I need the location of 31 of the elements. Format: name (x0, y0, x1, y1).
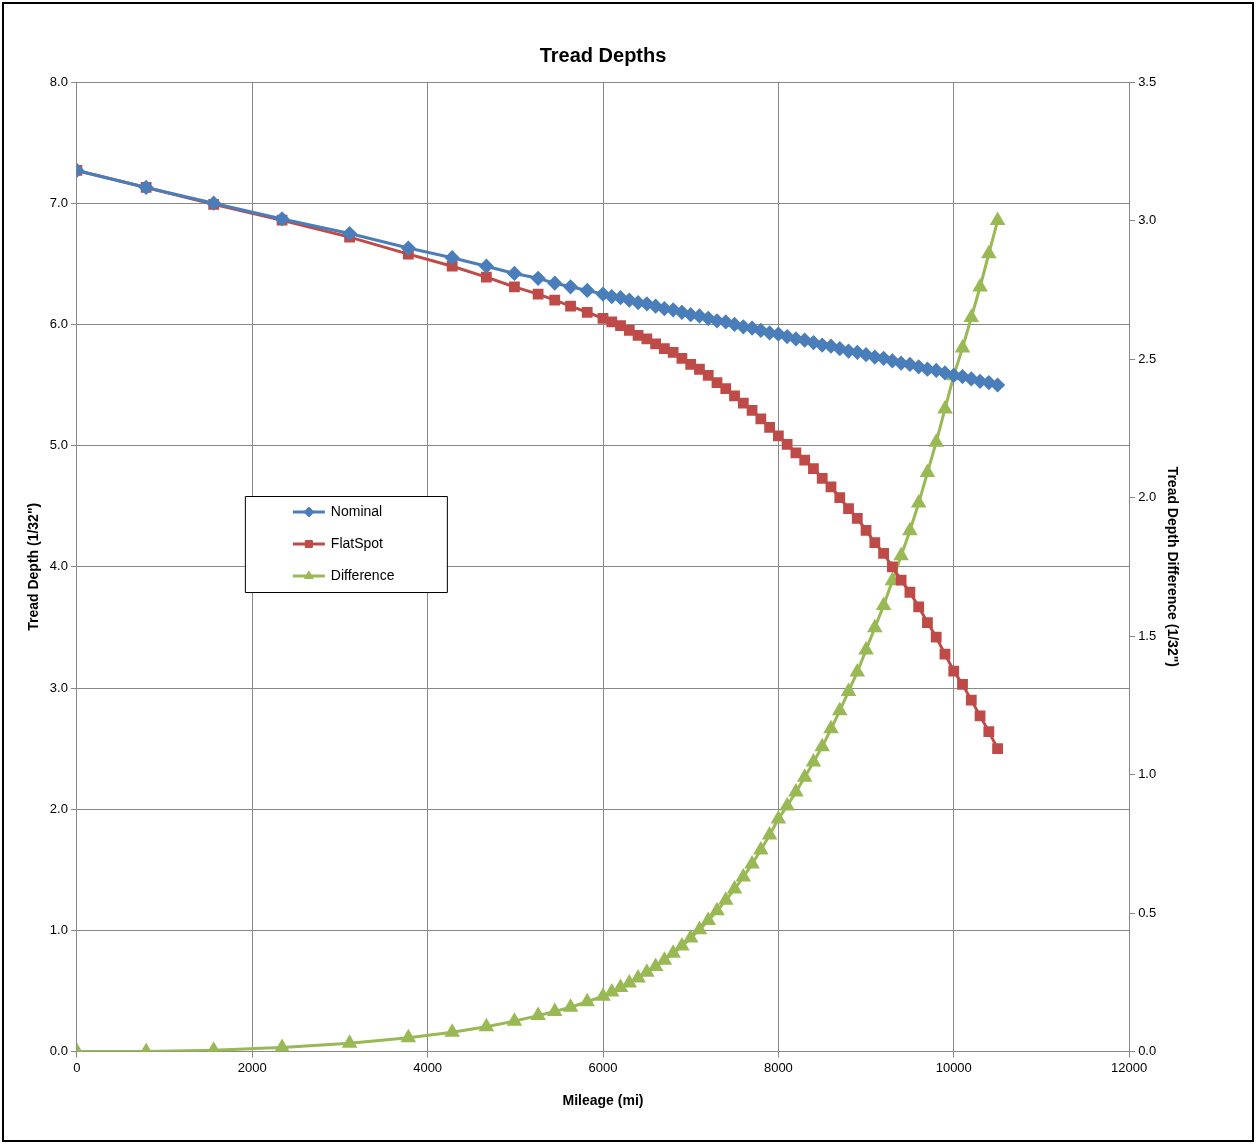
y-tick-label: 7.0 (49, 194, 68, 210)
x-tick-label: 0 (73, 1059, 81, 1075)
legend-label: FlatSpot (330, 534, 384, 551)
chart-title: Tread Depths (539, 43, 667, 66)
x-tick-label: 8000 (763, 1059, 793, 1075)
x-tick-label: 10000 (935, 1059, 972, 1075)
y-tick-label: 0.0 (49, 1043, 68, 1059)
y2-tick-label: 2.0 (1138, 489, 1157, 505)
y2-tick-label: 0.0 (1138, 1043, 1157, 1059)
y-tick-label: 8.0 (49, 73, 68, 89)
y2-tick-label: 1.0 (1138, 766, 1157, 782)
y-tick-label: 1.0 (49, 921, 68, 937)
y-axis-title: Tread Depth (1/32") (25, 502, 42, 631)
y-tick-label: 3.0 (49, 679, 68, 695)
legend-label: Difference (330, 566, 395, 583)
y2-tick-label: 0.5 (1138, 904, 1157, 920)
legend-label: Nominal (330, 502, 383, 519)
y2-tick-label: 2.5 (1138, 350, 1157, 366)
y2-tick-label: 1.5 (1138, 627, 1157, 643)
x-tick-label: 4000 (413, 1059, 443, 1075)
x-tick-label: 12000 (1111, 1059, 1148, 1075)
y-tick-label: 4.0 (49, 558, 68, 574)
x-tick-label: 6000 (588, 1059, 618, 1075)
y-tick-label: 6.0 (49, 315, 68, 331)
x-tick-label: 2000 (237, 1059, 267, 1075)
y-tick-label: 5.0 (49, 437, 68, 453)
y2-tick-label: 3.0 (1138, 212, 1157, 228)
y2-tick-label: 3.5 (1138, 73, 1157, 89)
x-axis-title: Mileage (mi) (562, 1092, 644, 1109)
y-tick-label: 2.0 (49, 800, 68, 816)
y2-axis-title: Tread Depth Difference (1/32") (1164, 466, 1181, 667)
